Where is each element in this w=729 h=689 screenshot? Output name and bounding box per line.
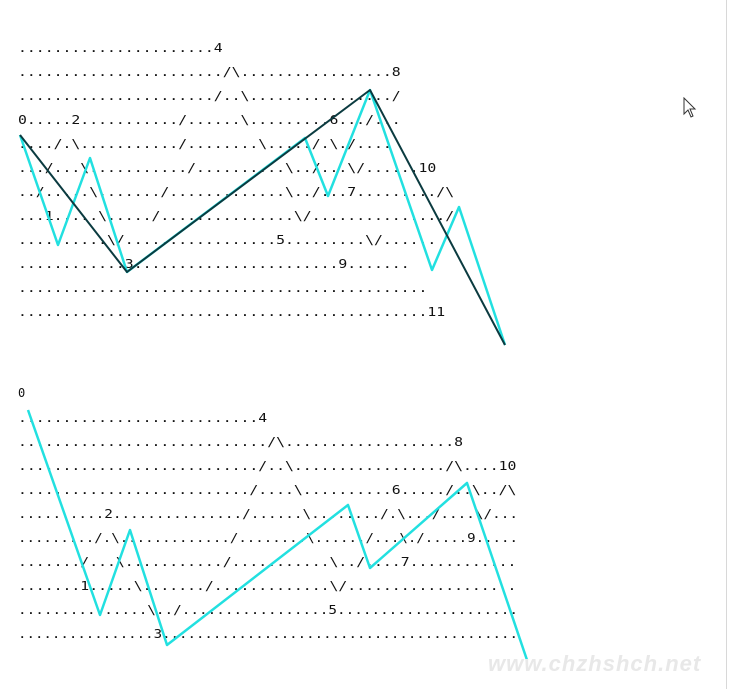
upper-ascii-row: ../.....\......./.............\../...7..… — [18, 185, 454, 199]
lower-ascii-row: .........................../..\.........… — [18, 459, 516, 473]
lower-ascii-row: ..........2.............../......\......… — [18, 507, 518, 521]
lower-ascii-row: ............................/\..........… — [18, 435, 463, 449]
lower-cyan-wave — [26, 409, 529, 661]
upper-ascii-row: ........................................… — [18, 281, 427, 295]
watermark-text: www.chzhshch.net — [488, 651, 702, 676]
lower-ascii-row: ........................../....\........… — [18, 483, 516, 497]
upper-ascii-row: ..........\/.................5.........\… — [18, 233, 436, 247]
upper-ascii-row: ......................4 — [18, 41, 223, 55]
lower-ascii-row: ................3.......................… — [18, 627, 518, 641]
lower-ascii-row: ........./.\............./........\.....… — [18, 531, 518, 545]
upper-ascii-row: ...1.....\...../...............\/.......… — [18, 209, 454, 223]
lower-top-label: 0 — [18, 386, 25, 400]
upper-cyan-wave — [18, 88, 507, 346]
upper-ascii-row: ....................../..\..............… — [18, 89, 401, 103]
lower-ascii-row: ...............\../.................5...… — [18, 603, 518, 617]
upper-ascii-row: 0.....2.........../......\.........6.../… — [18, 113, 401, 127]
mouse-cursor-icon — [683, 97, 697, 118]
upper-ascii-row: .../...\.........../..........\../...\/.… — [18, 161, 436, 175]
upper-dark-trend — [19, 89, 506, 346]
window-edge — [726, 0, 727, 689]
lower-ascii-row: ...........................4 — [18, 411, 267, 425]
lower-ascii-row: .......1.....\......./.............\/...… — [18, 579, 516, 593]
upper-ascii-row: ........................................… — [18, 305, 445, 319]
upper-ascii-row: ..../.\.........../........\...../.\./..… — [18, 137, 392, 151]
upper-ascii-row: ......................./\...............… — [18, 65, 401, 79]
upper-ascii-row: ............3.......................9...… — [18, 257, 410, 271]
